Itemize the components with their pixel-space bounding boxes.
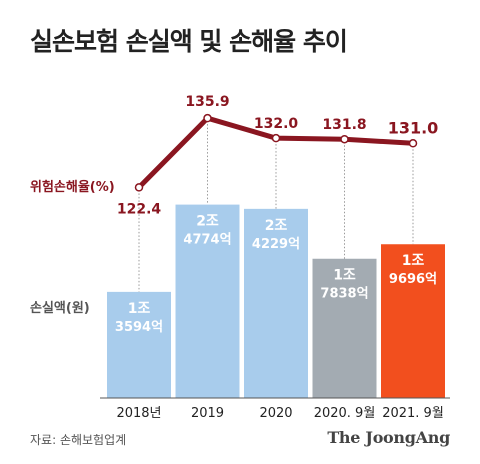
chart-title: 실손보험 손실액 및 손해율 추이 bbox=[30, 27, 348, 56]
line-point bbox=[340, 134, 349, 144]
bar-value-label: 3594억 bbox=[115, 320, 163, 335]
bar bbox=[107, 291, 171, 398]
bar bbox=[312, 258, 377, 398]
line-value-label: 122.4 bbox=[117, 201, 162, 217]
bar-value-label: 1조 bbox=[402, 253, 425, 269]
line-value-label: 131.8 bbox=[322, 117, 366, 133]
bar-value-label: 7838억 bbox=[320, 287, 368, 302]
bar-value-label: 9696억 bbox=[389, 272, 437, 287]
line-value-label: 131.0 bbox=[388, 118, 439, 137]
bar bbox=[244, 208, 308, 398]
bar-axis-label: 손실액(원) bbox=[30, 300, 90, 316]
bar bbox=[175, 204, 240, 398]
bar-value-label: 2조 bbox=[265, 218, 288, 234]
line-point bbox=[134, 183, 144, 192]
bar-value-label: 1조 bbox=[333, 268, 356, 284]
bar bbox=[381, 244, 445, 398]
line-axis-label: 위험손해율(%) bbox=[30, 179, 115, 195]
line-point bbox=[203, 113, 212, 123]
category-tick-label: 2021. 9월 bbox=[382, 406, 444, 421]
line-point bbox=[271, 133, 281, 143]
bar-value-label: 4229억 bbox=[252, 237, 300, 252]
line-value-label: 135.9 bbox=[185, 94, 229, 110]
bar-value-label: 2조 bbox=[196, 214, 219, 230]
category-tick-label: 2020 bbox=[259, 406, 292, 421]
line-value-label: 132.0 bbox=[254, 116, 299, 132]
line-point bbox=[408, 139, 418, 148]
source-note: 자료: 손해보험업계 bbox=[30, 433, 127, 447]
bar-value-label: 4774억 bbox=[183, 233, 231, 248]
brand-logo: The JoongAng bbox=[327, 428, 450, 447]
bar-value-label: 1조 bbox=[128, 301, 151, 317]
category-tick-label: 2018년 bbox=[116, 406, 161, 421]
category-tick-label: 2020. 9월 bbox=[314, 406, 376, 421]
category-tick-label: 2019 bbox=[191, 406, 224, 421]
